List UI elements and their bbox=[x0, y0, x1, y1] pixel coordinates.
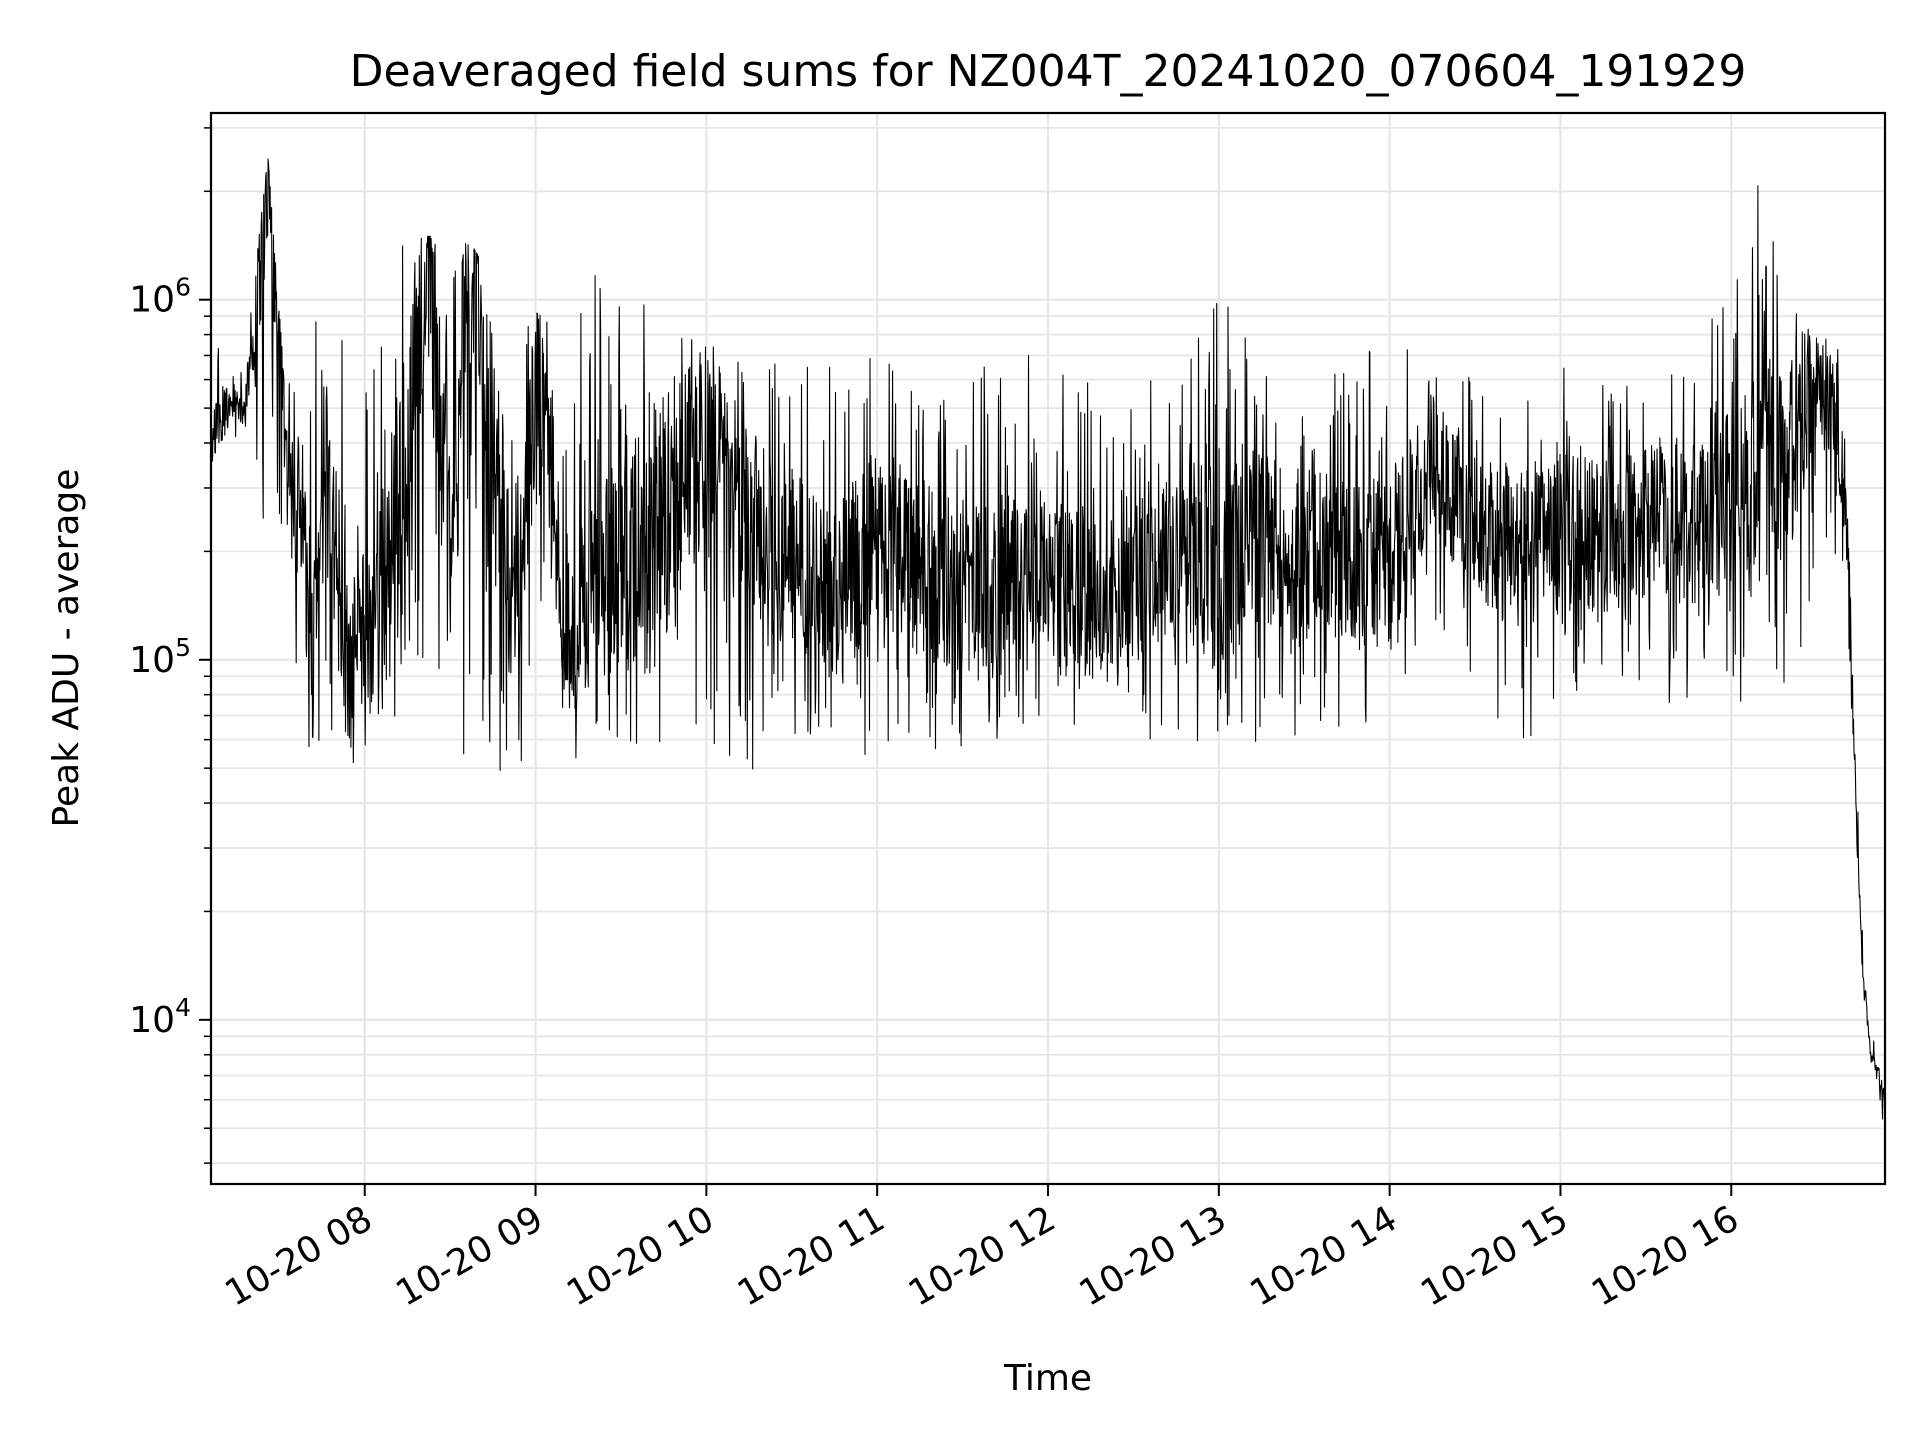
y-tick-label: 104 bbox=[129, 993, 191, 1041]
y-tick-exponent: 6 bbox=[175, 273, 191, 302]
x-axis-label: Time bbox=[1003, 1358, 1092, 1399]
y-tick-label: 106 bbox=[129, 273, 191, 321]
series-line bbox=[210, 158, 1886, 1120]
grid bbox=[211, 113, 1885, 1184]
series-layer bbox=[210, 158, 1886, 1120]
y-tick-base: 10 bbox=[129, 640, 175, 681]
chart-title: Deaveraged field sums for NZ004T_2024102… bbox=[350, 46, 1747, 97]
y-tick-exponent: 5 bbox=[175, 633, 191, 662]
y-tick-exponent: 4 bbox=[175, 993, 191, 1022]
y-axis-label: Peak ADU - average bbox=[46, 469, 87, 828]
y-tick-base: 10 bbox=[129, 1000, 175, 1041]
y-tick-base: 10 bbox=[129, 280, 175, 321]
y-tick-label: 105 bbox=[129, 633, 191, 681]
